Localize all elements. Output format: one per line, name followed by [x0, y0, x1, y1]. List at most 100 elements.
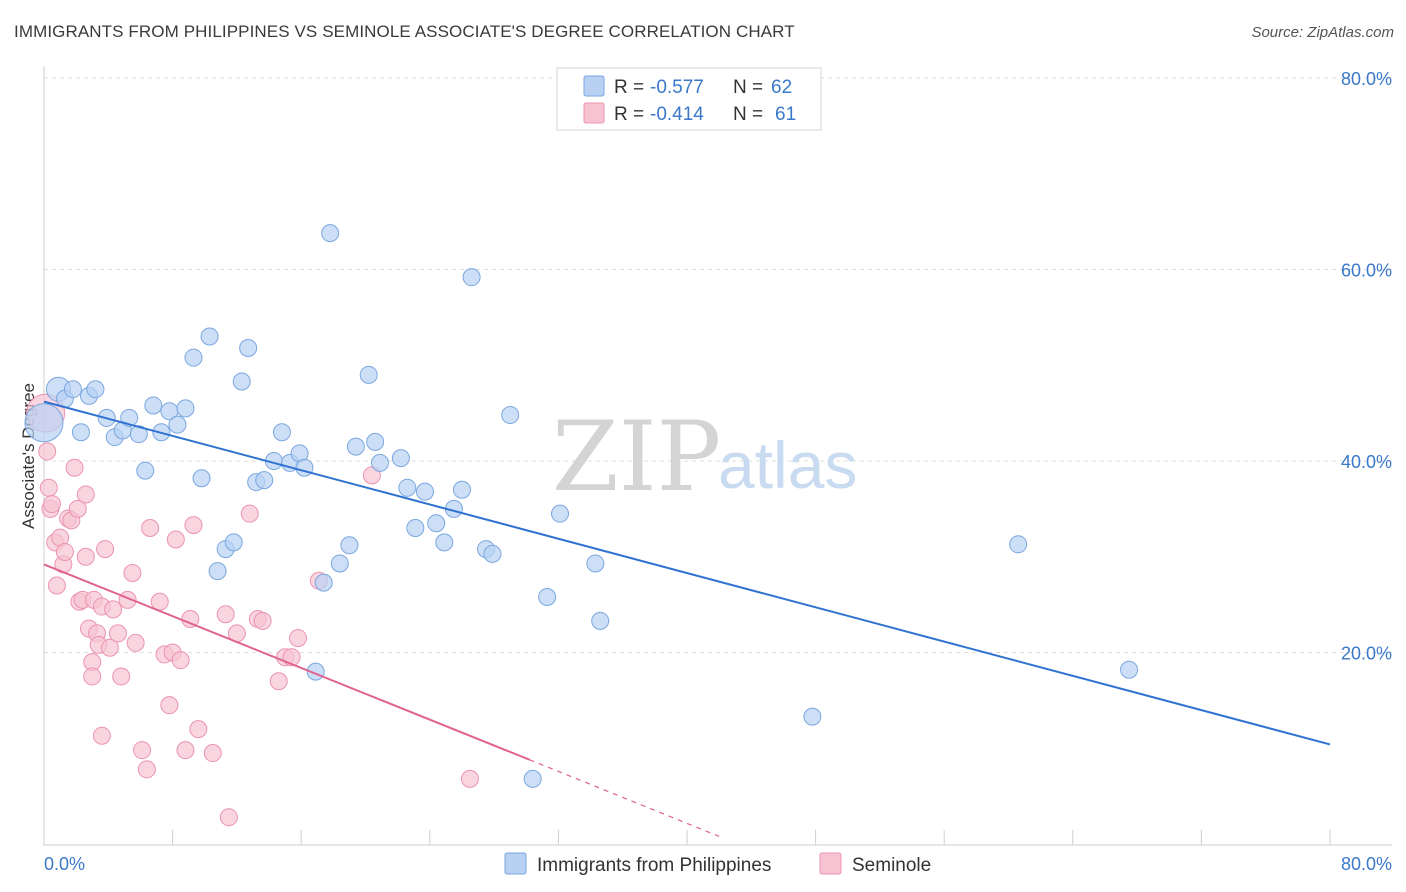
data-point	[192, 469, 211, 488]
data-point	[76, 485, 95, 504]
legend-n-label-pink: N =	[733, 104, 763, 125]
data-point	[314, 573, 333, 592]
trendline-blue	[43, 400, 1331, 746]
data-point	[240, 504, 259, 523]
data-point	[83, 667, 102, 686]
data-point	[129, 425, 148, 444]
data-point	[551, 504, 570, 523]
data-point	[460, 769, 479, 788]
data-point	[415, 482, 434, 501]
data-point	[435, 533, 454, 552]
watermark-zip: ZIP	[552, 401, 721, 513]
data-point	[43, 495, 62, 514]
data-point	[427, 514, 446, 533]
data-point	[1120, 660, 1139, 679]
bottom-legend-swatch-pink	[819, 852, 842, 875]
trendline-pink	[43, 563, 530, 761]
x-tick-max: 80.0%	[1341, 854, 1392, 874]
data-point	[55, 542, 74, 561]
data-point	[462, 268, 481, 287]
data-point	[100, 638, 119, 657]
data-point	[591, 611, 610, 630]
watermark-atlas: atlas	[718, 428, 857, 502]
data-point	[39, 478, 58, 497]
y-tick-labels: 20.0% 40.0% 60.0% 80.0%	[1341, 69, 1392, 664]
data-point	[136, 461, 155, 480]
data-point	[65, 458, 84, 477]
data-point	[452, 480, 471, 499]
trendlines	[43, 400, 1331, 837]
data-point	[359, 365, 378, 384]
data-point	[398, 478, 417, 497]
data-point	[176, 741, 195, 760]
data-point	[96, 540, 115, 559]
bottom-legend: Immigrants from Philippines Seminole	[504, 852, 931, 876]
data-point	[219, 808, 238, 827]
data-point	[126, 633, 145, 652]
bottom-legend-swatch-blue	[504, 852, 527, 875]
data-point	[200, 327, 219, 346]
data-point	[86, 380, 105, 399]
x-tick-min: 0.0%	[44, 854, 85, 874]
data-point	[71, 423, 90, 442]
legend: R = -0.577 N = 62 R = -0.414 N = 61	[556, 67, 822, 131]
data-point	[166, 530, 185, 549]
data-point	[208, 562, 227, 581]
data-point	[171, 651, 190, 670]
data-point	[803, 707, 822, 726]
data-point	[255, 471, 274, 490]
legend-r-label-blue: R =	[614, 77, 644, 98]
y-tick-label: 80.0%	[1341, 69, 1392, 89]
data-point	[38, 442, 57, 461]
y-tick-label: 60.0%	[1341, 261, 1392, 281]
y-tick-label: 20.0%	[1341, 644, 1392, 664]
data-point	[501, 406, 520, 425]
trendline-extension-pink	[529, 759, 720, 837]
bottom-legend-label-philippines: Immigrants from Philippines	[537, 855, 771, 876]
data-point	[104, 600, 123, 619]
data-point	[370, 453, 389, 472]
data-point	[144, 396, 163, 415]
data-point	[216, 605, 235, 624]
data-point	[391, 449, 410, 468]
data-point	[321, 224, 340, 243]
data-point	[63, 380, 82, 399]
grid-lines	[44, 77, 1392, 653]
data-point	[189, 720, 208, 739]
data-point	[24, 403, 64, 443]
data-point	[586, 554, 605, 573]
data-point	[68, 499, 87, 518]
x-tick-labels: 0.0% 80.0%	[44, 854, 1392, 874]
data-point	[406, 519, 425, 538]
data-point	[108, 624, 127, 643]
series-seminole-points	[26, 393, 479, 827]
legend-n-value-pink: 61	[775, 104, 796, 125]
data-point	[272, 423, 291, 442]
data-point	[47, 576, 66, 595]
data-point	[120, 408, 139, 427]
legend-n-label-blue: N =	[733, 77, 763, 98]
data-point	[538, 587, 557, 606]
data-point	[523, 769, 542, 788]
legend-swatch-pink	[583, 102, 605, 124]
bottom-legend-label-seminole: Seminole	[852, 855, 931, 876]
data-point	[1009, 535, 1028, 554]
data-point	[160, 696, 179, 715]
chart-source: Source: ZipAtlas.com	[1251, 24, 1394, 41]
data-point	[288, 629, 307, 648]
data-point	[340, 536, 359, 555]
legend-n-value-blue: 62	[771, 77, 792, 98]
legend-r-label-pink: R =	[614, 104, 644, 125]
y-tick-label: 40.0%	[1341, 452, 1392, 472]
data-point	[184, 516, 203, 535]
data-point	[123, 564, 142, 583]
data-point	[112, 667, 131, 686]
data-point	[76, 547, 95, 566]
data-point	[330, 554, 349, 573]
data-point	[168, 415, 187, 434]
data-point	[92, 726, 111, 745]
data-point	[137, 760, 156, 779]
watermark: ZIP atlas	[552, 401, 857, 513]
data-point	[346, 437, 365, 456]
data-point	[269, 672, 288, 691]
